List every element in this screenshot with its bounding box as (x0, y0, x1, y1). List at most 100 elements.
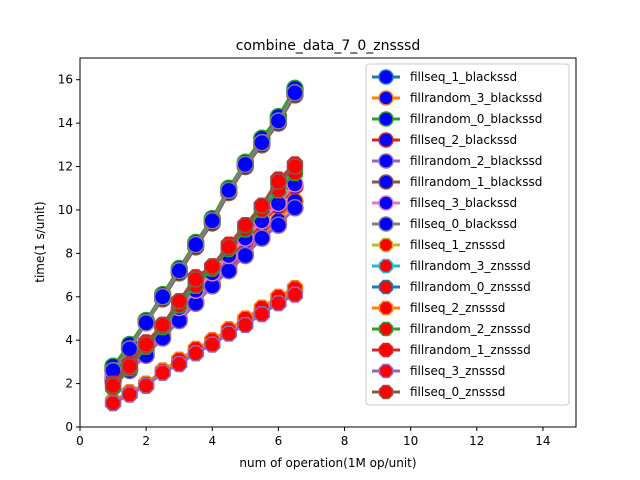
chart-title: combine_data_7_0_znsssd (236, 38, 421, 54)
y-tick-label: 8 (65, 246, 73, 260)
x-tick-label: 14 (535, 434, 550, 448)
data-point (121, 358, 138, 375)
y-axis-ticks: 0 2 4 6 8 10 12 14 16 (58, 73, 80, 434)
y-tick-label: 4 (65, 333, 73, 347)
data-point (104, 394, 122, 412)
data-point (269, 112, 288, 130)
legend-label: fillseq_1_znsssd (410, 238, 505, 252)
legend-entry: fillseq_1_blackssd (372, 69, 517, 85)
data-point (203, 212, 222, 230)
data-point (269, 216, 288, 234)
legend-entry: fillrandom_1_znsssd (372, 342, 531, 358)
legend-entry: fillrandom_3_blackssd (372, 90, 542, 106)
data-point (137, 377, 155, 394)
plot-frame (79, 57, 577, 428)
x-tick-label: 8 (341, 434, 349, 448)
x-tick-label: 10 (403, 434, 418, 448)
legend-marker (378, 384, 394, 400)
data-point (171, 355, 188, 373)
x-axis-label: num of operation(1M op/unit) (239, 456, 416, 470)
data-point (220, 238, 237, 255)
x-axis-ticks: 0 2 4 6 8 10 12 14 (76, 427, 551, 448)
legend-entry: fillrandom_0_znsssd (372, 279, 531, 295)
legend-marker (378, 174, 394, 190)
data-point (253, 229, 271, 247)
legend-entry: fillseq_0_znsssd (372, 384, 505, 400)
data-point (286, 199, 304, 217)
data-point (137, 314, 155, 332)
data-point (186, 235, 205, 254)
data-point (220, 181, 238, 200)
y-tick-label: 2 (65, 377, 73, 391)
data-point (187, 271, 204, 288)
legend-marker (378, 69, 394, 85)
legend-marker (378, 216, 394, 232)
y-tick-label: 16 (58, 73, 73, 87)
x-tick-label: 12 (469, 434, 484, 448)
data-point (220, 261, 238, 280)
y-tick-label: 6 (65, 290, 73, 304)
data-point (104, 377, 122, 394)
y-tick-label: 14 (58, 116, 73, 130)
data-point (220, 325, 237, 342)
data-point (286, 158, 304, 175)
data-point (187, 345, 204, 362)
data-point (153, 288, 172, 306)
legend-label: fillrandom_3_blackssd (410, 91, 542, 105)
data-point (237, 316, 254, 334)
legend-entry: fillseq_1_znsssd (372, 237, 505, 253)
legend-entry: fillrandom_0_blackssd (372, 111, 542, 127)
y-tick-label: 12 (58, 160, 73, 174)
legend-marker (378, 195, 394, 211)
legend-marker (378, 258, 394, 274)
legend-label: fillrandom_1_blackssd (410, 175, 542, 189)
data-point (154, 316, 171, 334)
x-tick-label: 6 (275, 434, 283, 448)
legend-marker (378, 132, 394, 148)
x-tick-label: 2 (142, 434, 150, 448)
data-point (237, 216, 254, 234)
data-point (270, 295, 287, 312)
legend-entry: fillseq_3_znsssd (372, 363, 505, 379)
data-point (236, 246, 255, 265)
data-point (253, 133, 271, 152)
legend-entry: fillseq_3_blackssd (372, 195, 517, 211)
data-point (270, 173, 287, 190)
legend-entry: fillseq_0_blackssd (372, 216, 517, 232)
legend-label: fillseq_1_blackssd (410, 70, 517, 84)
data-point (121, 386, 138, 403)
data-point (286, 286, 304, 303)
legend-label: fillrandom_1_znsssd (410, 343, 531, 357)
legend-marker (378, 300, 394, 316)
legend-label: fillrandom_2_blackssd (410, 154, 542, 168)
legend-marker (378, 153, 394, 169)
legend-marker (378, 321, 394, 337)
x-tick-label: 0 (76, 434, 84, 448)
legend-entry: fillseq_2_blackssd (372, 132, 517, 148)
legend: fillseq_1_blackssd fillrandom_3_blackssdf… (365, 63, 570, 406)
data-point (204, 258, 221, 275)
legend-label: fillseq_3_blackssd (410, 196, 517, 210)
legend-box (365, 63, 570, 406)
legend-label: fillseq_0_znsssd (410, 385, 505, 399)
legend-label: fillseq_2_blackssd (410, 133, 517, 147)
data-point (253, 197, 271, 214)
legend-label: fillrandom_0_znsssd (410, 280, 531, 294)
data-point (170, 261, 188, 280)
legend-label: fillseq_2_znsssd (410, 301, 505, 315)
legend-entry: fillrandom_2_blackssd (372, 153, 542, 169)
series-fillseq_0_blackssd (104, 83, 304, 380)
legend-marker (378, 90, 394, 106)
data-point (171, 292, 188, 310)
legend-label: fillseq_0_blackssd (410, 217, 517, 231)
legend-entry: fillseq_2_znsssd (372, 300, 505, 316)
legend-label: fillrandom_0_blackssd (410, 112, 542, 126)
y-tick-label: 0 (65, 420, 73, 434)
x-tick-label: 4 (208, 434, 216, 448)
legend-marker (378, 111, 394, 127)
series-layer (104, 79, 304, 412)
y-axis-label: time(1 s/unit) (33, 201, 47, 282)
legend-marker (378, 279, 394, 295)
series-fillseq_3_znsssd (104, 286, 304, 412)
